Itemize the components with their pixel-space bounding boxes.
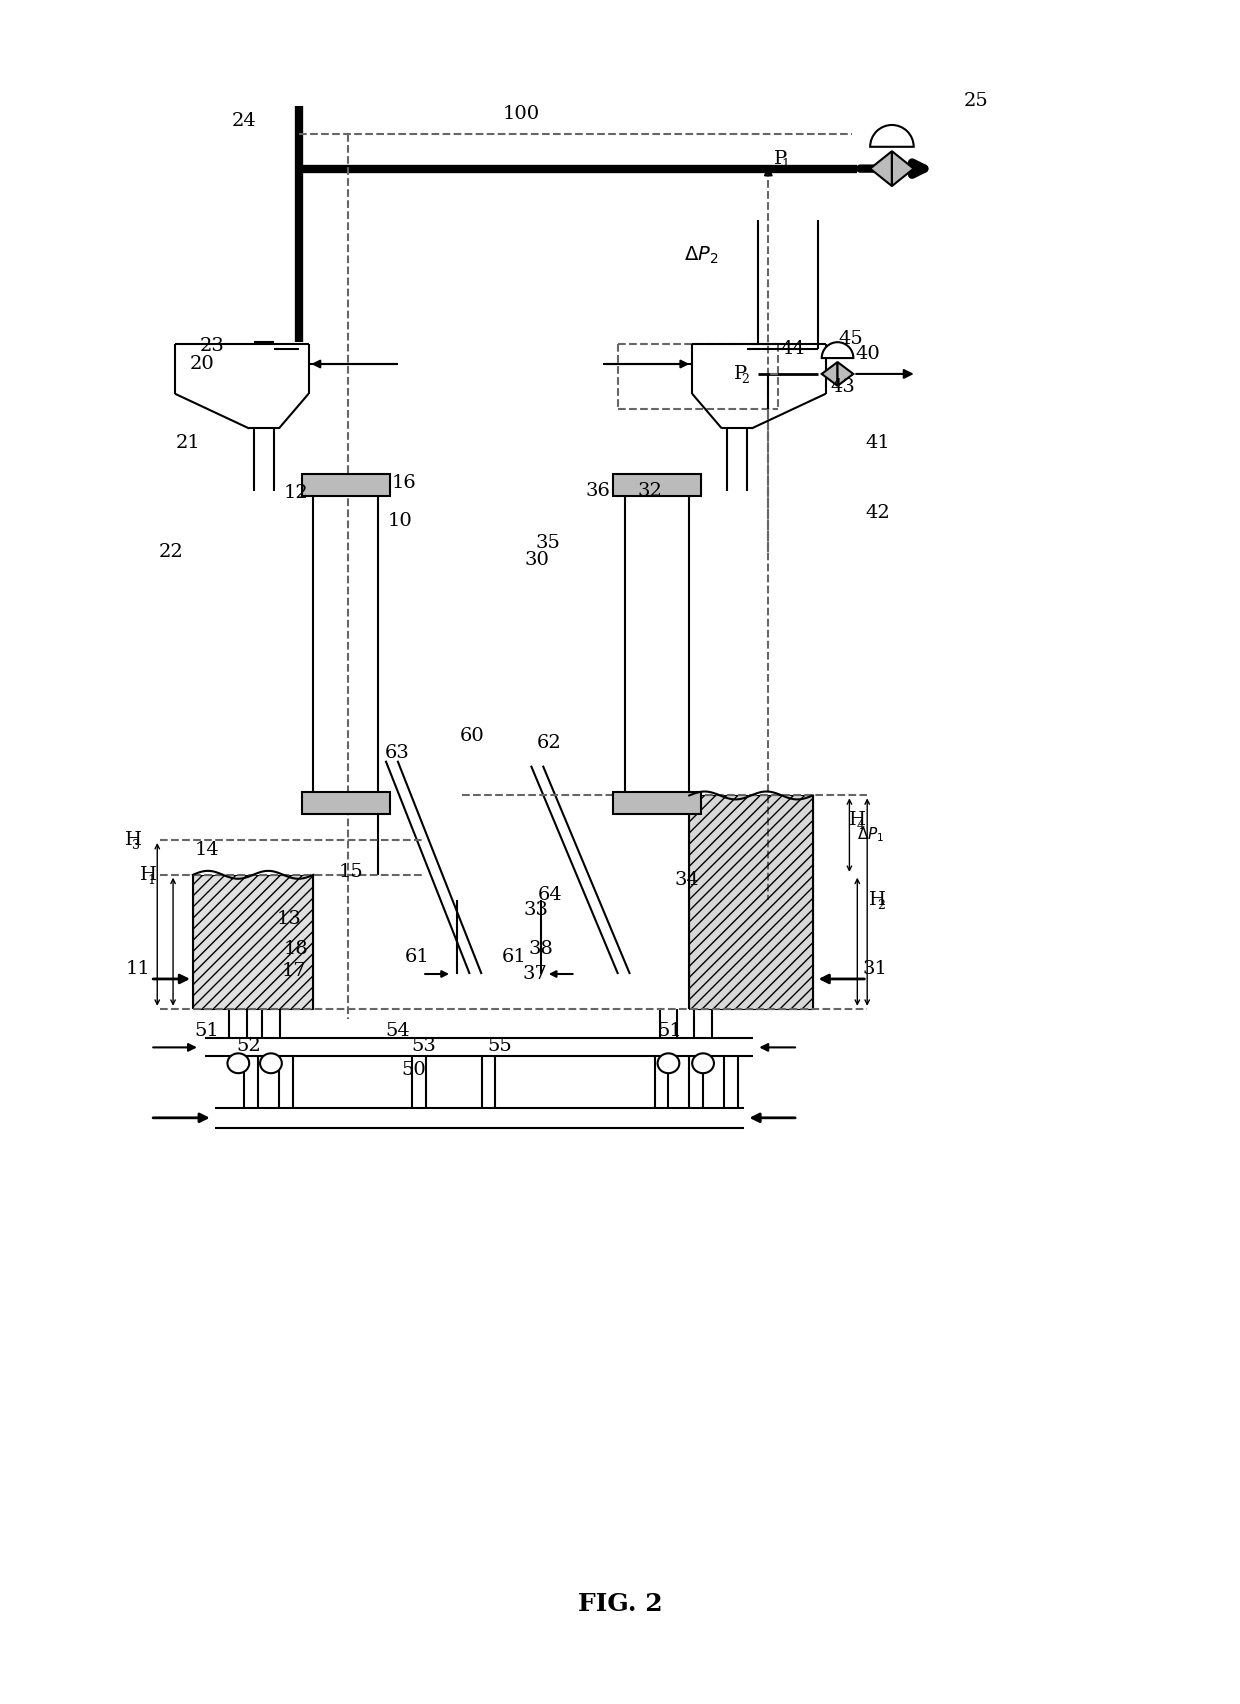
Text: 61: 61 [502,947,527,966]
Text: 13: 13 [277,910,301,929]
Polygon shape [870,152,892,186]
Text: 15: 15 [339,862,363,881]
Text: 42: 42 [866,504,890,521]
Text: 21: 21 [176,435,201,452]
Text: 50: 50 [401,1062,425,1079]
Text: 53: 53 [412,1038,436,1055]
Text: 43: 43 [830,378,854,395]
Text: 38: 38 [528,941,553,958]
Text: 37: 37 [522,964,547,983]
Polygon shape [822,361,837,385]
Bar [301,792,389,815]
Text: FIG. 2: FIG. 2 [578,1592,662,1615]
Text: 31: 31 [862,959,887,978]
Text: 23: 23 [200,337,224,354]
Text: 52: 52 [237,1038,262,1055]
Text: 22: 22 [159,544,184,561]
Text: 51: 51 [195,1021,219,1039]
Text: H: H [849,811,867,830]
Bar [613,792,701,815]
Ellipse shape [227,1053,249,1074]
Ellipse shape [260,1053,281,1074]
Ellipse shape [692,1053,714,1074]
Text: 63: 63 [386,745,410,762]
Text: 1: 1 [148,874,155,886]
Text: 18: 18 [283,941,308,958]
Text: P: P [774,150,787,167]
Text: H: H [869,891,887,908]
Text: 4: 4 [857,820,866,832]
Text: 44: 44 [781,341,806,358]
Text: 30: 30 [525,552,549,569]
Text: 17: 17 [281,963,306,980]
Text: 54: 54 [386,1021,410,1039]
Text: 24: 24 [232,112,257,130]
Text: 51: 51 [657,1021,682,1039]
Text: 60: 60 [459,728,484,745]
Text: 36: 36 [585,482,610,499]
Text: $\Delta P_2$: $\Delta P_2$ [684,244,719,266]
Polygon shape [892,152,914,186]
Ellipse shape [657,1053,680,1074]
Text: $\Delta P_1$: $\Delta P_1$ [857,826,884,845]
Text: 32: 32 [637,482,662,499]
Bar [301,474,389,496]
Text: H: H [139,866,156,884]
Text: 14: 14 [195,842,219,859]
Wedge shape [870,124,914,147]
Bar [689,796,812,1009]
Text: 2: 2 [877,898,884,912]
Text: 41: 41 [866,435,890,452]
Text: 25: 25 [963,92,988,111]
Text: 100: 100 [502,106,539,123]
Text: 35: 35 [536,533,560,552]
Text: 16: 16 [392,474,417,492]
Wedge shape [822,343,853,358]
Text: H: H [124,832,141,849]
Text: 33: 33 [523,900,548,918]
Text: 1: 1 [782,158,790,170]
Text: 12: 12 [284,484,309,503]
Bar [689,796,812,1009]
Text: 20: 20 [190,354,215,373]
Text: 10: 10 [388,511,413,530]
Text: 34: 34 [675,871,699,889]
Text: 2: 2 [742,373,749,387]
Text: 45: 45 [838,331,863,348]
Text: 11: 11 [125,959,150,978]
Text: 55: 55 [487,1038,512,1055]
Bar [613,474,701,496]
Text: 3: 3 [133,838,140,852]
Text: 61: 61 [405,947,430,966]
Polygon shape [837,361,853,385]
Text: P: P [734,365,746,383]
Bar [193,874,314,1009]
Text: 40: 40 [856,346,880,363]
Bar [193,874,314,1009]
Text: 64: 64 [537,886,562,903]
Text: 62: 62 [537,734,562,751]
